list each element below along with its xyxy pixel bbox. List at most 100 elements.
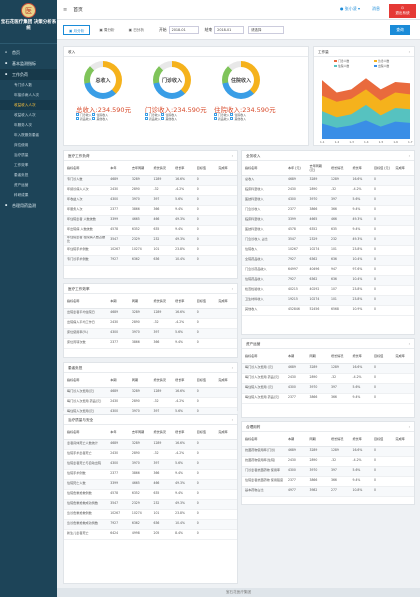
- table-cell: 新生儿患者死亡: [64, 529, 108, 540]
- logout-button[interactable]: ⏻ 退出系统: [389, 4, 416, 18]
- tab-month[interactable]: ▣ 月分析: [63, 24, 91, 35]
- chevron-right-icon[interactable]: ›: [408, 154, 410, 158]
- table-cell: 635: [328, 225, 350, 236]
- table-cell: 卫生材料收入: [242, 295, 285, 306]
- table-cell: [215, 255, 237, 266]
- table-cell: 0: [193, 338, 216, 349]
- table-cell: 全院药品收入: [242, 255, 285, 266]
- tab-week[interactable]: ▣ 周分析: [99, 27, 115, 32]
- table-cell: 947: [328, 265, 350, 276]
- table-cell: [215, 205, 237, 216]
- column-header: 完成率: [392, 349, 414, 364]
- tab-day[interactable]: ▣ 日分析: [128, 27, 144, 32]
- legend-swatch: [334, 60, 337, 62]
- table-cell: 急诊危重抢救例数: [64, 509, 108, 520]
- table-cell: 每门诊人次费用 药品(元): [242, 373, 285, 384]
- column-header: 增长率: [172, 294, 194, 309]
- sidebar-item[interactable]: 年接诊病人人次: [0, 90, 57, 100]
- sidebar-item[interactable]: 患者负担: [0, 170, 57, 180]
- table-row: 临床科室收入 3399 4665 466 49.3% 0: [242, 215, 414, 226]
- chevron-right-icon[interactable]: ›: [231, 366, 233, 370]
- sidebar-item[interactable]: 治疗质量: [0, 150, 57, 160]
- table-cell: 住院药品收入: [242, 275, 285, 286]
- table-cell: 0: [193, 439, 216, 450]
- table-cell: [215, 449, 237, 460]
- sidebar-item[interactable]: 科研成果: [0, 190, 57, 200]
- table-cell: 16.6%: [172, 387, 194, 398]
- table-cell: 0: [371, 195, 393, 206]
- x-tick-label: 1-5: [379, 140, 384, 144]
- table-cell: 16.6%: [172, 175, 194, 186]
- chevron-right-icon[interactable]: ›: [231, 287, 233, 291]
- table-cell: 3547: [107, 499, 129, 510]
- table-cell: [215, 489, 237, 500]
- chevron-right-icon[interactable]: ›: [408, 50, 410, 54]
- sidebar-item[interactable]: ▪ 工作负荷: [0, 69, 57, 80]
- table-cell: 0: [371, 275, 393, 286]
- table-cell: [215, 308, 237, 319]
- table-cell: 232: [328, 235, 350, 246]
- table-cell: 3399: [107, 215, 129, 226]
- messages-link[interactable]: 消息: [372, 6, 380, 11]
- table-cell: 452846: [285, 305, 307, 316]
- sidebar-item[interactable]: ⌂ 首页: [0, 47, 57, 58]
- table-cell: 4689: [107, 439, 129, 450]
- column-header: 同期: [306, 349, 328, 364]
- sidebar-item[interactable]: 资产运营: [0, 180, 57, 190]
- table-cell: 2890: [128, 318, 151, 329]
- menu-icon[interactable]: ≡: [63, 6, 68, 13]
- table-cell: [392, 486, 414, 497]
- org-select[interactable]: 请选择: [248, 25, 285, 34]
- table-cell: [215, 509, 237, 520]
- table-cell: 床位使用率(%): [64, 328, 108, 339]
- table-cell: 5.6%: [172, 328, 194, 339]
- table-cell: -4.2%: [172, 185, 194, 196]
- table-cell: [215, 235, 237, 246]
- sidebar-item[interactable]: ▪ 基本监测指标: [0, 58, 57, 69]
- sidebar-item[interactable]: 收益收入人次: [0, 100, 57, 110]
- table-cell: 64997: [285, 265, 307, 276]
- table-cell: 10.4%: [349, 255, 371, 266]
- hospital-logo: 医: [21, 3, 36, 18]
- chevron-right-icon[interactable]: ›: [408, 425, 410, 429]
- column-header: 同期: [306, 432, 328, 447]
- filter-bar: ▣ 月分析 ▣ 周分析 ▣ 日分析 开始 2018-01 结束 2018-01 …: [57, 20, 420, 40]
- table-cell: 0: [193, 519, 216, 530]
- table-cell: 4689: [285, 446, 307, 457]
- table-row: 年住院手术例数 10267 10274 101 23.8% 0: [64, 245, 237, 256]
- sidebar-item-label: 床位使用: [14, 143, 29, 147]
- user-menu[interactable]: ● 张小凌 ▾: [339, 6, 360, 11]
- table-cell: 6362: [128, 519, 151, 530]
- table-title: 患者负担 ›: [64, 363, 237, 373]
- end-date-select[interactable]: 2018-01: [214, 25, 245, 34]
- table-cell: 2430: [107, 185, 129, 196]
- page-title: 首页: [73, 8, 83, 13]
- table-row: 专门诊手术例数 7927 6362 636 10.4% 0: [64, 255, 237, 266]
- chevron-right-icon[interactable]: ›: [231, 418, 233, 422]
- sidebar-item[interactable]: 收益收入人次: [0, 110, 57, 120]
- sidebar-item[interactable]: 年服务人次: [0, 120, 57, 130]
- table-cell: 出院病人平均工作日: [64, 318, 108, 329]
- table-cell: 年服务人次: [64, 205, 108, 216]
- sidebar-item[interactable]: 工作效率: [0, 160, 57, 170]
- sidebar-item[interactable]: 年入院服务患者: [0, 130, 57, 140]
- table-cell: 抗菌药物使用率(门诊): [242, 446, 285, 457]
- sidebar-item[interactable]: 专门诊人数: [0, 80, 57, 90]
- table-row: 每门诊人次费用 药品(元) 2430 2890 -32 -4.2% 0: [242, 373, 414, 384]
- table-row: 每住院人次费用(元) 4300 3970 397 5.6% 0: [64, 407, 237, 418]
- data-table: 指标名称 本期 同期 增长情况 增长率 目标值 完成率 每门诊人次费用 (元) 4689 3289…: [242, 349, 414, 404]
- chevron-right-icon[interactable]: ›: [408, 342, 410, 346]
- sidebar-item[interactable]: ▪ 合理用药监测: [0, 200, 57, 211]
- table-cell: 0: [371, 265, 393, 276]
- table-cell: 10.4%: [349, 275, 371, 286]
- query-button[interactable]: 查询: [390, 25, 410, 35]
- column-header: 指标名称: [242, 349, 285, 364]
- chevron-right-icon[interactable]: ›: [231, 154, 233, 158]
- table-cell: 2329: [306, 235, 328, 246]
- sidebar-item[interactable]: 床位使用: [0, 140, 57, 150]
- sidebar-item-label: 治疗质量: [14, 153, 29, 157]
- table-cell: 40496: [306, 265, 328, 276]
- table-cell: 635: [150, 489, 173, 500]
- table-cell: 1289: [328, 175, 350, 186]
- start-date-select[interactable]: 2018-01: [168, 25, 199, 34]
